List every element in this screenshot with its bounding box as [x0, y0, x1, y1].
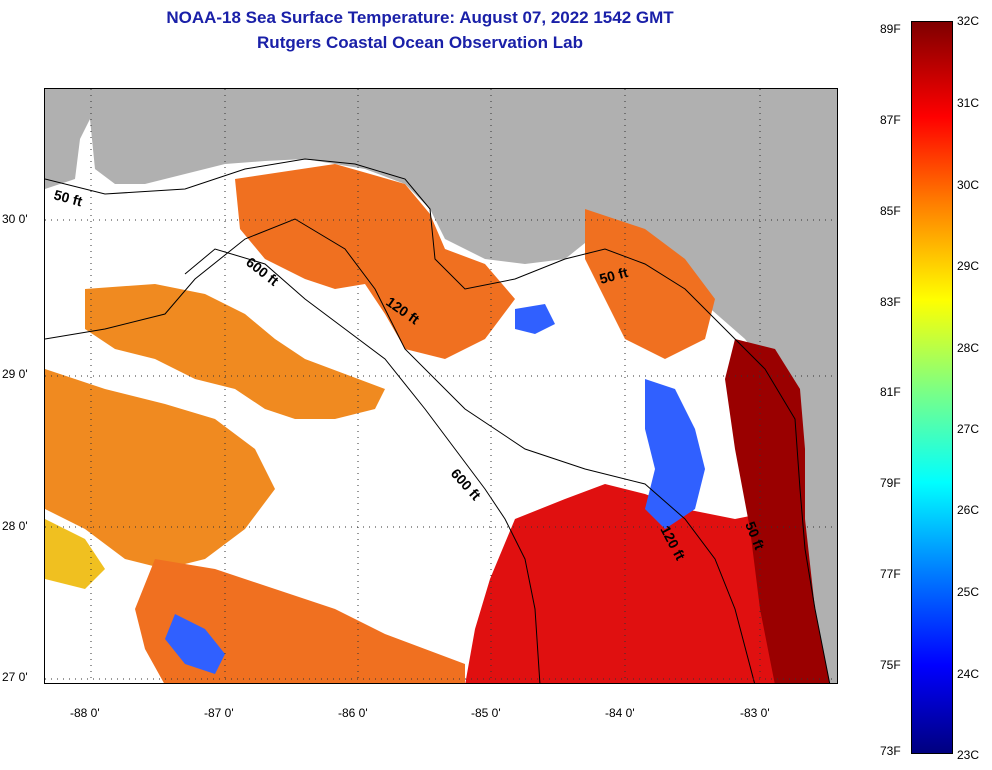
colorbar-c-label: 26C: [957, 503, 980, 517]
colorbar-c-label: 28C: [957, 341, 980, 355]
colorbar-f-label: 83F: [880, 295, 901, 309]
lat-label-28: 28 0': [2, 519, 28, 533]
contour-600ft: [184, 248, 541, 683]
colorbar-f-label: 85F: [880, 204, 901, 218]
sst-warm-north: [235, 164, 515, 359]
sst-mild-southwest: [45, 519, 105, 589]
contour-label-50ft-west: 50 ft: [52, 186, 84, 209]
contour-120ft: [45, 218, 755, 683]
colorbar-c-label: 30C: [957, 178, 980, 192]
lon-label-84: -84 0': [605, 706, 635, 720]
graticule: [45, 89, 837, 683]
colorbar-c-label: 27C: [957, 422, 980, 436]
colorbar-f-label: 81F: [880, 385, 901, 399]
colorbar-c-label: 25C: [957, 585, 980, 599]
colorbar-c-label: 31C: [957, 96, 980, 110]
sst-map[interactable]: 50 ft 600 ft 120 ft 50 ft 600 ft 120 ft …: [44, 88, 838, 684]
sst-map-canvas: 50 ft 600 ft 120 ft 50 ft 600 ft 120 ft …: [45, 89, 837, 683]
contour-50ft-north: [45, 158, 831, 683]
colorbar-f-label: 89F: [880, 22, 901, 36]
sst-warm-central: [85, 284, 385, 419]
colorbar-f-label: 87F: [880, 113, 901, 127]
lat-label-29: 29 0': [2, 367, 28, 381]
map-title: NOAA-18 Sea Surface Temperature: August …: [166, 8, 674, 27]
colorbar-f-label: 79F: [880, 476, 901, 490]
colorbar-f-label: 77F: [880, 567, 901, 581]
map-subtitle: Rutgers Coastal Ocean Observation Lab: [257, 33, 583, 52]
temperature-colorbar: [911, 21, 953, 754]
lon-label-86: -86 0': [338, 706, 368, 720]
sst-cool-apalachee: [515, 304, 555, 334]
lat-label-30: 30 0': [2, 212, 28, 226]
contour-label-50ft-bigbend: 50 ft: [598, 264, 630, 287]
sst-warm-west: [45, 369, 275, 569]
sst-cool-bigbend: [645, 379, 705, 529]
sst-cool-southwest: [165, 614, 225, 674]
lon-label-85: -85 0': [471, 706, 501, 720]
contour-label-600ft-south: 600 ft: [448, 465, 485, 503]
colorbar-c-label: 29C: [957, 259, 980, 273]
lon-label-88: -88 0': [70, 706, 100, 720]
colorbar-f-label: 73F: [880, 744, 901, 758]
lon-label-83: -83 0': [740, 706, 770, 720]
colorbar-c-label: 23C: [957, 748, 980, 762]
colorbar-c-label: 32C: [957, 14, 980, 28]
lon-label-87: -87 0': [204, 706, 234, 720]
lat-label-27: 27 0': [2, 670, 28, 684]
sst-hottest-coast: [725, 339, 830, 683]
colorbar-c-label: 24C: [957, 667, 980, 681]
sst-warm-bigbend: [585, 209, 715, 359]
colorbar-f-label: 75F: [880, 658, 901, 672]
sst-hot-southeast: [465, 484, 830, 683]
